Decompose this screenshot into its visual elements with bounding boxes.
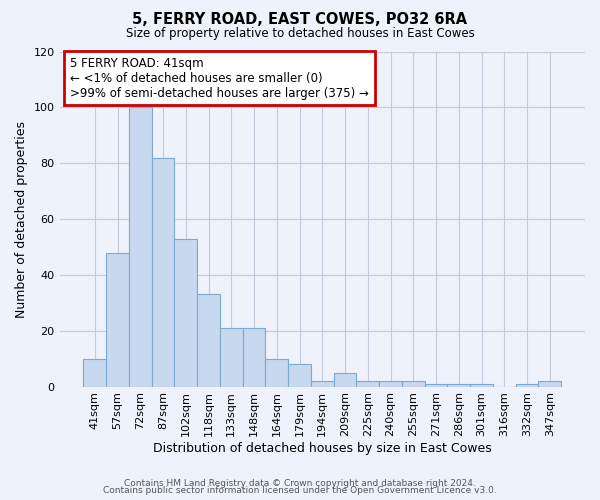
Bar xyxy=(425,384,448,386)
Bar xyxy=(402,381,425,386)
Bar xyxy=(538,381,561,386)
Bar xyxy=(265,358,288,386)
Bar xyxy=(83,358,106,386)
Bar xyxy=(175,238,197,386)
Bar xyxy=(242,328,265,386)
Bar xyxy=(288,364,311,386)
Y-axis label: Number of detached properties: Number of detached properties xyxy=(15,120,28,318)
Bar xyxy=(106,252,129,386)
Bar xyxy=(220,328,242,386)
Bar xyxy=(379,381,402,386)
X-axis label: Distribution of detached houses by size in East Cowes: Distribution of detached houses by size … xyxy=(153,442,491,455)
Bar xyxy=(334,372,356,386)
Text: Size of property relative to detached houses in East Cowes: Size of property relative to detached ho… xyxy=(125,28,475,40)
Bar xyxy=(197,294,220,386)
Text: Contains HM Land Registry data © Crown copyright and database right 2024.: Contains HM Land Registry data © Crown c… xyxy=(124,478,476,488)
Bar xyxy=(515,384,538,386)
Bar xyxy=(152,158,175,386)
Text: 5, FERRY ROAD, EAST COWES, PO32 6RA: 5, FERRY ROAD, EAST COWES, PO32 6RA xyxy=(133,12,467,28)
Bar xyxy=(448,384,470,386)
Bar xyxy=(129,108,152,386)
Bar xyxy=(356,381,379,386)
Bar xyxy=(311,381,334,386)
Text: Contains public sector information licensed under the Open Government Licence v3: Contains public sector information licen… xyxy=(103,486,497,495)
Bar xyxy=(470,384,493,386)
Text: 5 FERRY ROAD: 41sqm
← <1% of detached houses are smaller (0)
>99% of semi-detach: 5 FERRY ROAD: 41sqm ← <1% of detached ho… xyxy=(70,56,369,100)
